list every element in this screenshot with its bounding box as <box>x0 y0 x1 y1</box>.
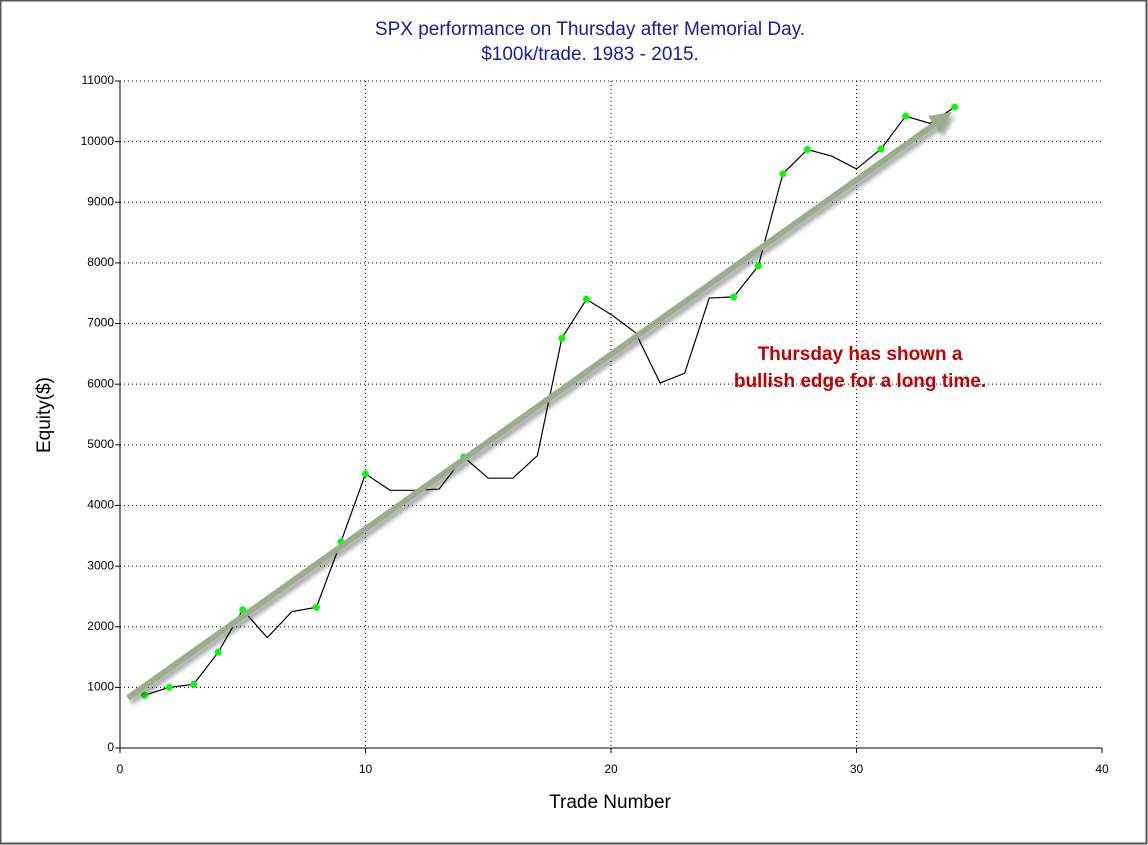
data-point <box>951 103 959 111</box>
x-axis-label: Trade Number <box>549 792 671 813</box>
data-point <box>312 603 320 611</box>
data-point <box>902 112 910 120</box>
x-tick-label: 10 <box>359 762 373 776</box>
trend-arrow <box>126 112 952 701</box>
data-point <box>803 146 811 154</box>
data-point <box>558 334 566 342</box>
y-tick-label: 4000 <box>87 498 114 512</box>
chart-subtitle: $100k/trade. 1983 - 2015. <box>481 44 699 65</box>
data-point <box>877 145 885 153</box>
trend-arrow-head <box>928 112 952 133</box>
data-point <box>754 262 762 270</box>
y-tick-label: 0 <box>107 740 114 754</box>
y-tick-label: 1000 <box>87 680 114 694</box>
x-tick-label: 20 <box>604 762 618 776</box>
y-tick-label: 8000 <box>87 255 114 269</box>
data-point <box>362 470 369 478</box>
y-tick-label: 11000 <box>82 73 115 87</box>
data-point <box>190 680 198 688</box>
y-axis-label: Equity($) <box>34 377 55 453</box>
data-point <box>779 170 787 178</box>
data-point <box>165 683 173 691</box>
x-tick-label: 30 <box>850 762 864 776</box>
data-point <box>141 691 149 699</box>
y-tick-label: 10000 <box>81 134 115 148</box>
y-tick-label: 5000 <box>87 437 114 451</box>
annotation: Thursday has shown a <box>758 344 963 365</box>
data-point <box>730 293 738 301</box>
x-tick-label: 0 <box>117 762 124 776</box>
annotation: bullish edge for a long time. <box>734 371 986 392</box>
data-point <box>582 295 590 303</box>
y-tick-label: 7000 <box>87 316 114 330</box>
chart-title: SPX performance on Thursday after Memori… <box>375 19 805 40</box>
data-point <box>214 648 222 656</box>
y-tick-label: 6000 <box>87 376 114 390</box>
trend-arrow-shaft <box>126 121 937 701</box>
y-tick-label: 2000 <box>87 619 114 633</box>
y-tick-label: 9000 <box>87 194 114 208</box>
x-tick-label: 40 <box>1095 762 1109 776</box>
y-tick-label: 3000 <box>87 558 114 572</box>
